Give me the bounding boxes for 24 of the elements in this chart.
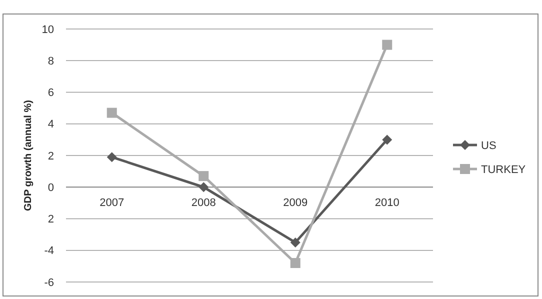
point [382,40,392,50]
y-tick-label: 8 [48,55,54,68]
y-tick-label: 4 [48,118,54,131]
y-tick-label: 2 [48,214,54,226]
y-tick-label: 2 [48,150,54,162]
y-axis-title: GDP growth (annual %) [23,100,34,211]
x-tick-label: 2010 [374,197,400,210]
x-tick-label: 2009 [283,197,308,210]
point [290,258,300,268]
y-tick-label: -6 [44,276,54,289]
legend-label: US [481,140,496,152]
y-tick-label: 0 [48,182,54,194]
point [198,171,209,182]
point [198,182,209,192]
point [290,237,300,248]
point [106,108,117,118]
y-tick-label: 6 [48,87,54,100]
y-tick-label: -4 [44,245,54,258]
legend-label: TURKEY [481,164,526,176]
x-tick-label: 2008 [191,197,216,210]
point [106,152,117,162]
x-tick-label: 2007 [100,197,124,210]
point [382,134,392,145]
y-tick-label: 10 [42,24,54,36]
